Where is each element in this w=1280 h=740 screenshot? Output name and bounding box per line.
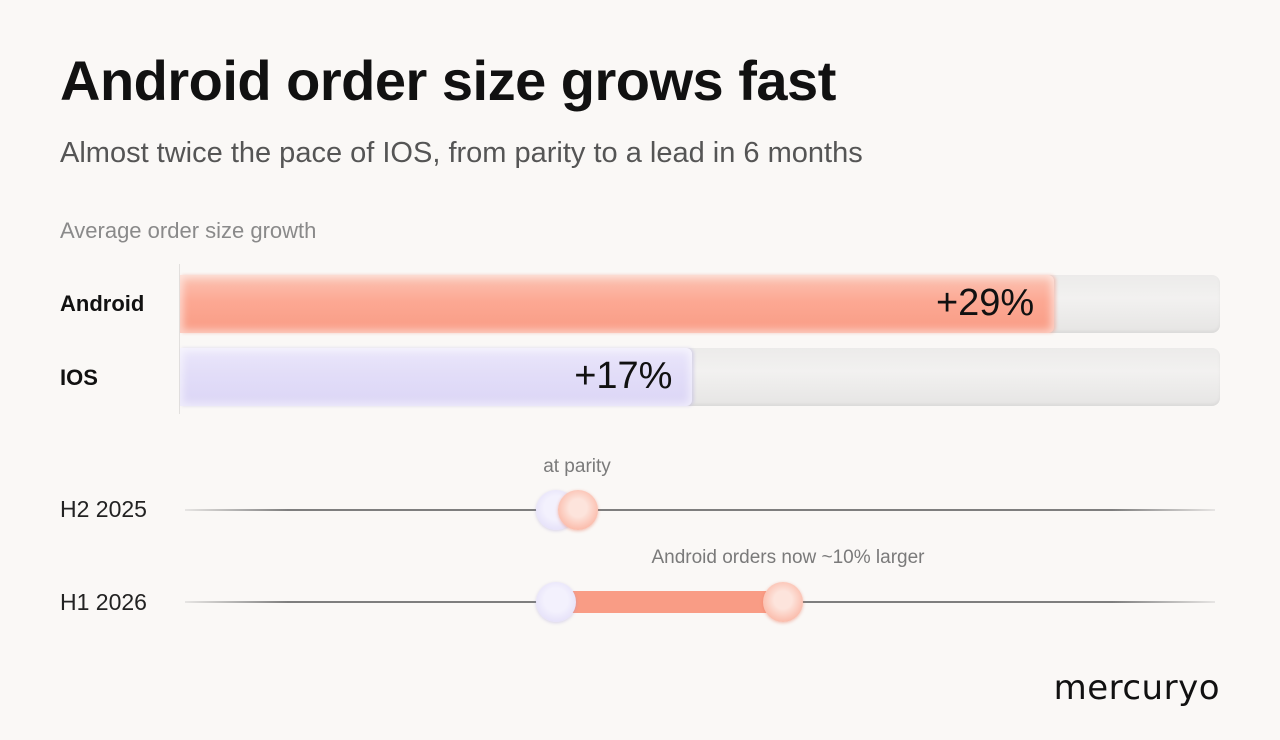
bar-android (180, 275, 1055, 333)
dot-android-h1-2026 (762, 582, 803, 622)
dumbbell-connector-h1-2026 (555, 591, 783, 613)
dot-ios-h1-2026 (535, 582, 576, 622)
annotation-android-larger: Android orders now ~10% larger (651, 547, 925, 568)
chart-title: Android order size grows fast (60, 49, 836, 112)
mercuryo-logo: mercuryo (1053, 668, 1220, 708)
chart-subtitle: Almost twice the pace of IOS, from parit… (60, 137, 863, 169)
bar-category-ios: IOS (60, 365, 98, 390)
bar-track-android (180, 275, 1220, 333)
bar-value-android: +29% (935, 282, 1035, 324)
bar-track-ios (180, 348, 1220, 406)
dot-android-h2-2025 (558, 490, 599, 530)
dumbbell-line-h2-2025 (185, 509, 1215, 511)
bar-value-ios: +17% (574, 355, 673, 397)
period-label-h2-2025: H2 2025 (60, 496, 147, 522)
bar-ios (180, 348, 693, 406)
bar-axis-line (179, 264, 180, 414)
annotation-at-parity: at parity (543, 456, 611, 477)
bar-chart-title: Average order size growth (60, 218, 317, 243)
period-label-h1-2026: H1 2026 (60, 589, 147, 615)
bar-category-android: Android (60, 291, 145, 316)
